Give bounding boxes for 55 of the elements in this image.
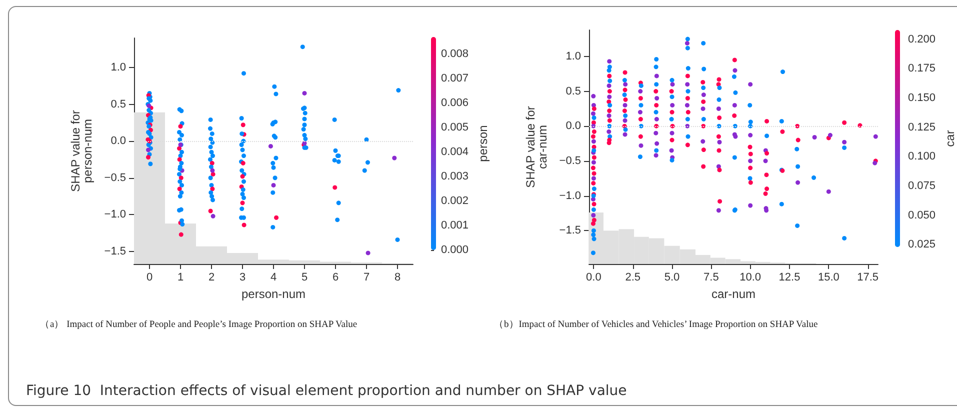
color-bar-label: 0.025 xyxy=(908,238,936,251)
y-tick-label: −1.0 xyxy=(559,190,581,202)
color-bar-label: 0.100 xyxy=(908,150,936,163)
x-tick-label: 15.0 xyxy=(818,272,840,284)
color-bar-label: 0.002 xyxy=(441,195,469,208)
color-bar-label: 0.003 xyxy=(441,170,469,183)
x-tick-label: 3 xyxy=(239,272,246,284)
y-tick-label: −0.5 xyxy=(104,172,126,184)
color-bar-label: 0.150 xyxy=(908,92,936,104)
x-axis-title: car-num xyxy=(711,287,756,301)
x-tick-label: 17.5 xyxy=(857,272,879,284)
x-tick-label: 5.0 xyxy=(664,272,680,284)
color-bar-label: 0.200 xyxy=(908,33,936,46)
y-tick-label: 0.0 xyxy=(566,120,581,132)
x-tick-label: 2 xyxy=(208,272,215,284)
x-tick-label: 5 xyxy=(301,272,308,284)
color-bar-label: 0.175 xyxy=(908,62,936,75)
x-tick-label: 0.0 xyxy=(586,272,602,284)
y-tick-label: 1.0 xyxy=(110,61,126,74)
x-tick-label: 12.5 xyxy=(778,272,800,284)
color-bar-label: 0.004 xyxy=(441,146,469,158)
y-tick-label: 0.5 xyxy=(566,85,581,98)
color-bar-label: 0.006 xyxy=(441,97,469,110)
text: （a） Impact of Number of People and People’s Image Proportion on SHAP Value xyxy=(40,319,358,331)
color-bar-label: 0.001 xyxy=(441,220,469,232)
y-tick-label: −1.5 xyxy=(559,224,581,237)
x-tick-label: 8 xyxy=(394,272,401,284)
y-tick-label: −1.5 xyxy=(104,245,126,258)
y-tick-label: −0.5 xyxy=(559,154,581,167)
x-tick-label: 7.5 xyxy=(704,272,719,284)
color-bar-label: 0.075 xyxy=(908,180,936,192)
y-tick-label: 1.0 xyxy=(566,50,581,62)
color-bar-title: person xyxy=(476,125,490,162)
y-axis-title: SHAP value for car-num xyxy=(523,106,550,188)
color-bar-label: 0.008 xyxy=(441,48,469,60)
x-tick-label: 7 xyxy=(363,272,370,284)
color-bar-label: 0.000 xyxy=(441,244,469,256)
x-tick-label: 4 xyxy=(270,272,277,284)
x-tick-label: 6 xyxy=(332,272,339,284)
color-bar-label: 0.007 xyxy=(441,72,469,85)
y-tick-label: 0.5 xyxy=(110,98,126,110)
caption: Figure 10 Interaction effects of visual element proportion and number on SHAP value xyxy=(26,383,627,399)
x-tick-label: 1 xyxy=(177,272,184,284)
y-tick-label: 0.0 xyxy=(110,135,126,148)
y-axis-title: SHAP value for person-num xyxy=(68,110,94,192)
y-tick-label: −1.0 xyxy=(104,208,126,221)
x-tick-label: 10.0 xyxy=(740,272,762,284)
x-tick-label: 2.5 xyxy=(625,272,641,284)
x-tick-label: 0 xyxy=(146,272,153,284)
text: （b）Impact of Number of Vehicles and Vehicles’ Image Proportion on SHAP Value xyxy=(494,319,818,331)
x-axis-title: person-num xyxy=(241,287,306,301)
color-bar-label: 0.050 xyxy=(908,209,936,222)
color-bar-label: 0.125 xyxy=(908,121,936,134)
color-bar-label: 0.005 xyxy=(441,122,469,134)
color-bar-title: car xyxy=(943,130,957,147)
